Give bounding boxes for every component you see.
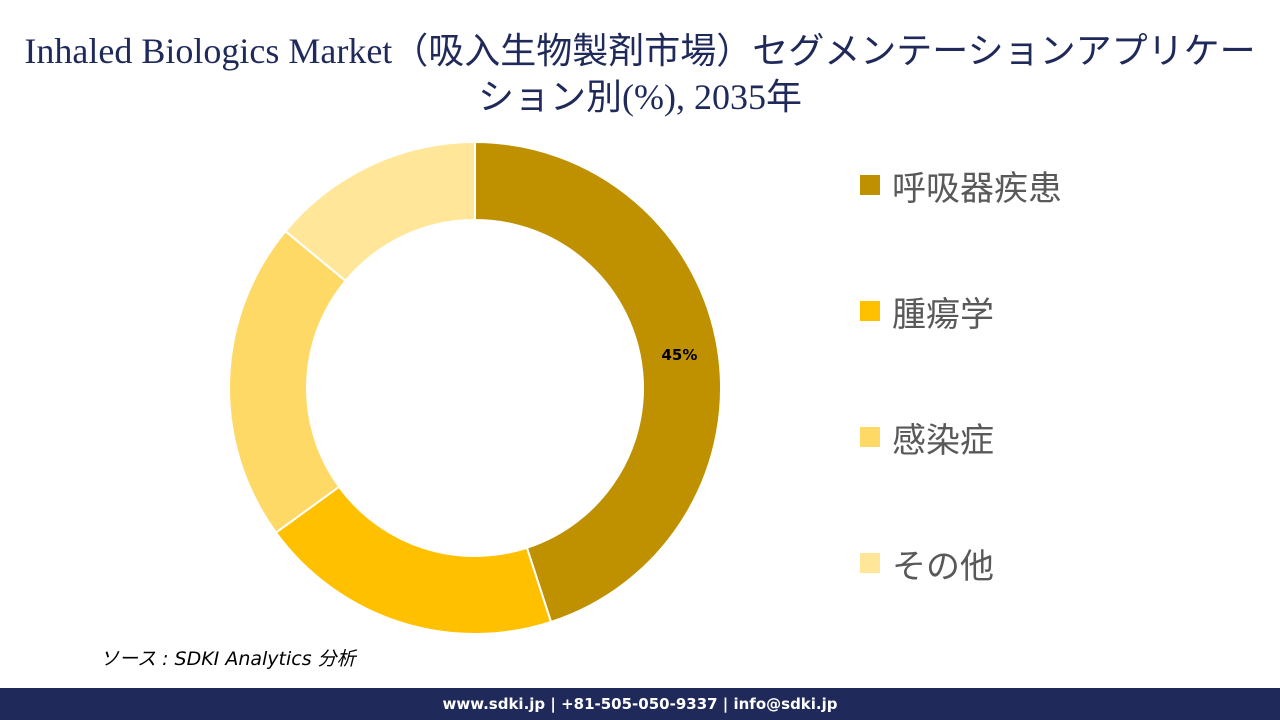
legend-label: その他 [892, 546, 994, 587]
source-note: ソース : SDKI Analytics 分析 [100, 648, 356, 670]
legend-item-4: その他 [860, 538, 994, 588]
donut-slice-1 [474, 140, 722, 624]
legend-label: 呼吸器疾患 [892, 168, 1062, 209]
legend-swatch [860, 427, 880, 447]
legend-item-2: 腫瘍学 [860, 286, 994, 336]
donut-slice-3 [228, 229, 347, 534]
legend-swatch [860, 553, 880, 573]
data-label-1: 45% [661, 346, 697, 364]
legend-label: 腫瘍学 [892, 294, 994, 335]
footer-contact-bar: www.sdki.jp | +81-505-050-9337 | info@sd… [0, 688, 1280, 720]
donut-slice-4 [284, 140, 476, 283]
legend-swatch [860, 301, 880, 321]
legend-item-3: 感染症 [860, 412, 994, 462]
legend-label: 感染症 [892, 420, 994, 461]
donut-slice-2 [274, 485, 553, 635]
legend-item-1: 呼吸器疾患 [860, 160, 1062, 210]
chart-title: Inhaled Biologics Market（吸入生物製剤市場）セグメンテー… [24, 31, 1256, 117]
legend-swatch [860, 175, 880, 195]
